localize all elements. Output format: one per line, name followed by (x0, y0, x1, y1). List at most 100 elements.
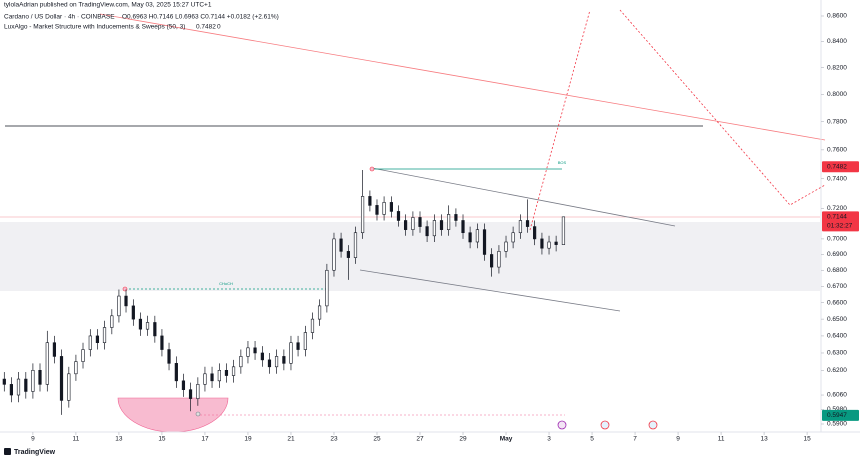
candle-body (360, 196, 365, 234)
x-tick-label: 3 (547, 436, 551, 443)
candle-body (196, 384, 200, 399)
channel-upper (371, 167, 676, 227)
annotation: CHoCH (219, 281, 233, 286)
candle-body (368, 196, 372, 206)
candle-body (145, 322, 150, 330)
candle-body (188, 389, 193, 399)
candle-body (167, 349, 171, 364)
price-label: 0.7144 (827, 214, 847, 221)
y-tick-label: 0.8000 (827, 91, 847, 98)
candle-body (533, 226, 537, 240)
candle-body (497, 251, 501, 268)
indicator: LuxAlgo - Market Structure with Induceme… (4, 24, 185, 31)
event-icon[interactable] (600, 420, 610, 430)
y-tick-label: 0.5900 (827, 421, 847, 428)
y-tick-label: 0.8400 (827, 38, 847, 45)
marker (195, 411, 201, 417)
x-tick-label: 21 (287, 436, 295, 443)
y-tick-label: 0.7600 (827, 147, 847, 154)
x-tick-label: 11 (718, 436, 725, 443)
candle-body (282, 356, 286, 364)
x-tick-label: 5 (590, 436, 594, 443)
y-tick-label: 0.6900 (827, 251, 847, 258)
axes: 0.8600 0.8400 0.8200 0.8000 0.7800 0.7600 0.74… (31, 13, 859, 443)
x-tick-label: 19 (244, 436, 252, 443)
marker (369, 166, 375, 172)
y-tick-label: 0.6300 (827, 350, 847, 357)
candle-body (468, 232, 472, 243)
candle-body (67, 373, 71, 401)
candle-body (447, 214, 451, 230)
symbol: Cardano / US Dollar · 4h · COINBASE (4, 14, 115, 21)
candles (2, 169, 566, 415)
candle-body (482, 229, 487, 255)
candle-body (504, 241, 508, 252)
candle-body (181, 380, 186, 390)
zone (0, 222, 820, 291)
candle-body (554, 241, 558, 245)
x-tick-label: 15 (803, 436, 811, 443)
y-tick-label: 0.6500 (827, 316, 847, 323)
ohlc: O0.6963 H0.7146 L0.6963 C0.7144 +0.0182 … (122, 14, 279, 21)
candle-body (88, 335, 92, 350)
candle-body (81, 349, 85, 362)
indicator-value: 0 (217, 24, 221, 31)
x-tick-label: May (500, 436, 513, 443)
candle-body (461, 220, 465, 234)
y-tick-label: 0.7800 (827, 118, 847, 125)
candle-body (382, 202, 386, 215)
y-tick-label: 0.6600 (827, 299, 847, 306)
candle-body (52, 342, 57, 357)
candle-body (2, 378, 6, 385)
price-label-box (822, 409, 859, 421)
candle-body (246, 347, 250, 357)
candle-body (346, 251, 350, 258)
channel-lower (359, 269, 621, 312)
x-tick-label: 13 (115, 436, 123, 443)
candle-body (59, 356, 64, 401)
candle-body (203, 373, 207, 385)
candle-body (403, 220, 408, 230)
annotation: BOS (558, 160, 567, 165)
candle-body (138, 318, 143, 330)
candle-body (260, 352, 264, 361)
candle-body (389, 202, 393, 212)
x-tick-label: 13 (760, 436, 768, 443)
candle-body (303, 332, 307, 350)
y-tick-label: 0.7200 (827, 205, 847, 212)
indicator-value: 0.7482 (196, 24, 216, 31)
x-tick-label: 25 (373, 436, 381, 443)
countdown: 01:32:27 (827, 223, 853, 230)
x-tick-label: 11 (73, 436, 80, 443)
candle-body (117, 295, 121, 317)
candle-body (16, 378, 21, 396)
candle-body (432, 220, 437, 237)
y-tick-label: 0.7000 (827, 236, 847, 243)
candle-body (525, 220, 530, 227)
candle-body (289, 342, 293, 364)
event-icon[interactable] (648, 420, 658, 430)
candle-body (38, 369, 42, 385)
candle-body (239, 356, 243, 368)
price-label: 0.5947 (827, 412, 847, 419)
candle-body (267, 359, 272, 368)
candle-body (490, 254, 494, 268)
trend-line (99, 13, 826, 141)
candle-body (375, 205, 379, 215)
y-tick-label: 0.7400 (827, 175, 847, 182)
candle-body (31, 369, 35, 392)
candle-body (296, 342, 300, 350)
candle-body (396, 211, 401, 221)
logo: TradingView (14, 449, 56, 456)
y-tick-label: 0.6800 (827, 267, 847, 274)
candle-body (310, 318, 315, 333)
x-tick-label: 29 (459, 436, 467, 443)
y-tick-label: 0.6700 (827, 283, 847, 290)
projection (619, 9, 826, 206)
candle-body (45, 342, 49, 385)
candle-body (253, 347, 257, 354)
price-label-box (822, 161, 859, 173)
event-icon[interactable] (557, 420, 567, 430)
candle-body (160, 335, 164, 350)
